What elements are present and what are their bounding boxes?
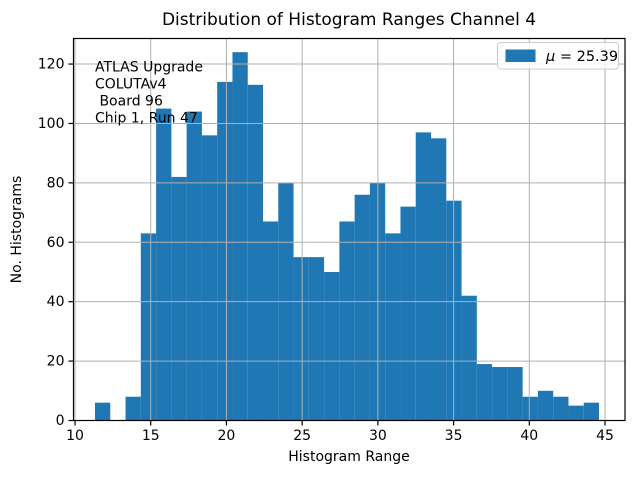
y-tick-label: 40 xyxy=(47,294,65,310)
histogram-bar xyxy=(156,108,172,421)
histogram-bar xyxy=(201,135,218,421)
x-axis-label: Histogram Range xyxy=(288,449,409,465)
y-tick-label: 100 xyxy=(38,116,65,132)
histogram-bar xyxy=(95,402,111,421)
histogram-bar xyxy=(415,132,432,421)
ticks-group: 10 15 20 25 30 35 40 45 0 20 40 60 80 100 120 xyxy=(38,57,614,444)
x-tick-label: 35 xyxy=(445,428,463,444)
histogram-bar xyxy=(140,233,157,421)
histogram-bar xyxy=(507,367,523,421)
histogram-bar xyxy=(476,364,493,421)
annotation-line-2: COLUTAv4 xyxy=(95,77,167,93)
histogram-bar xyxy=(461,295,477,421)
histogram-bar xyxy=(186,111,202,421)
x-tick-label: 10 xyxy=(66,428,84,444)
legend-value-text: = 25.39 xyxy=(555,49,618,65)
histogram-bar xyxy=(522,396,538,421)
histogram-bar xyxy=(568,405,584,421)
histogram-bar xyxy=(339,221,355,421)
y-tick-label: 60 xyxy=(47,235,65,251)
histogram-bar xyxy=(232,52,248,421)
histogram-bar xyxy=(308,257,325,421)
histogram-bar xyxy=(125,396,141,421)
annotation-line-4: Chip 1, Run 47 xyxy=(95,111,198,127)
y-tick-label: 80 xyxy=(47,175,65,191)
y-tick-label: 20 xyxy=(47,354,65,370)
histogram-bar xyxy=(354,194,370,421)
histogram-bar xyxy=(537,390,554,421)
histogram-bar xyxy=(217,81,233,421)
x-tick-label: 45 xyxy=(596,428,614,444)
histogram-bar xyxy=(583,402,600,421)
x-tick-label: 25 xyxy=(293,428,311,444)
histogram-bar xyxy=(247,84,264,421)
annotation-block: ATLAS Upgrade COLUTAv4 Board 96 Chip 1, … xyxy=(95,60,203,127)
histogram-bar xyxy=(324,271,340,421)
histogram-bar xyxy=(171,176,187,421)
plot-border xyxy=(72,37,626,422)
histogram-bar xyxy=(400,206,416,421)
chart-title: Distribution of Histogram Ranges Channel… xyxy=(162,10,536,30)
histogram-bar xyxy=(553,396,569,421)
legend-color-patch xyxy=(505,49,536,62)
histogram-bar xyxy=(431,138,447,421)
legend-label: μ = 25.39 xyxy=(545,49,618,65)
histogram-bar xyxy=(385,233,401,421)
x-tick-label: 20 xyxy=(218,428,236,444)
legend-box xyxy=(497,42,619,70)
legend-mu-symbol: μ xyxy=(545,49,555,65)
y-tick-label: 120 xyxy=(38,57,65,73)
x-tick-label: 40 xyxy=(520,428,538,444)
x-tick-label: 15 xyxy=(142,428,160,444)
y-axis-label: No. Histograms xyxy=(9,176,25,284)
histogram-bar xyxy=(263,221,279,421)
histogram-bar xyxy=(293,257,309,421)
legend: μ = 25.39 xyxy=(497,42,619,70)
x-tick-label: 30 xyxy=(369,428,387,444)
y-tick-label: 0 xyxy=(56,413,65,429)
histogram-bar xyxy=(492,367,508,421)
annotation-line-3: Board 96 xyxy=(95,94,163,110)
bars-group xyxy=(95,52,600,421)
annotation-line-1: ATLAS Upgrade xyxy=(95,60,203,76)
